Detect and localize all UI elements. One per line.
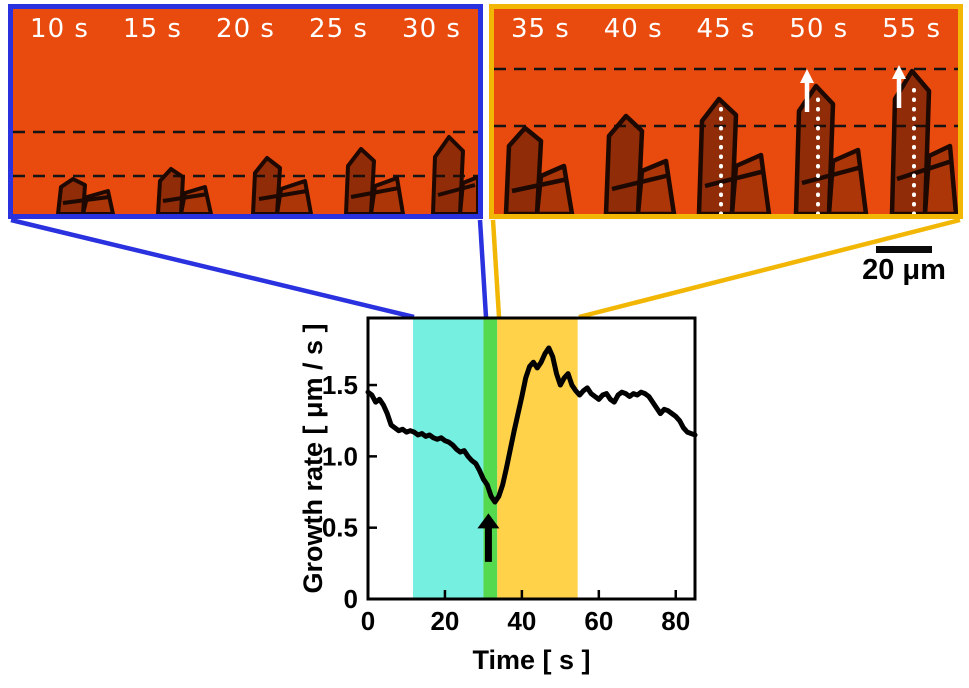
x-axis-title: Time [ s ]: [472, 645, 590, 675]
x-tick-label: 0: [361, 606, 375, 636]
crystal-silhouette-55s: [889, 68, 958, 214]
micrograph-graphics-right: [494, 65, 958, 214]
time-label: 40 s: [603, 14, 663, 44]
crystal-silhouette-20s: [251, 156, 313, 214]
y-axis-title: Growth rate [ μm / s ]: [300, 323, 328, 593]
y-tick-label: 0.5: [322, 513, 358, 543]
y-tick-label: 1.5: [322, 370, 358, 400]
time-label: 25 s: [309, 14, 368, 44]
crystal-silhouette-40s: [603, 113, 677, 214]
minimum-arrow-head: [477, 513, 500, 529]
x-tick-label: 80: [661, 606, 690, 636]
time-label: 30 s: [402, 14, 461, 44]
crystal-silhouette-10s: [56, 177, 115, 214]
yellow-connector-left: [490, 219, 502, 318]
scale-bar-label: 20 μm: [862, 254, 946, 286]
time-label: 55 s: [882, 14, 942, 44]
x-tick-label: 20: [430, 606, 459, 636]
growth-direction-arrow-50s: [800, 69, 814, 112]
growth-direction-arrow-55s: [892, 65, 906, 108]
scale-bar-line: [876, 246, 932, 253]
micrograph-graphics-left: [13, 130, 478, 214]
micrograph-panel-35-55s: 35 s 40 s 45 s 50 s 55 s: [489, 4, 963, 219]
crystal-silhouette-50s: [793, 83, 869, 214]
time-label: 20 s: [216, 14, 275, 44]
time-label: 45 s: [696, 14, 756, 44]
crystal-silhouette-35s: [503, 125, 575, 214]
x-tick-label: 60: [584, 606, 613, 636]
crystal-silhouette-30s: [431, 135, 478, 214]
y-tick-label: 0: [344, 584, 358, 614]
time-label: 50 s: [789, 14, 849, 44]
crystal-silhouette-25s: [344, 147, 405, 214]
x-tick-label: 40: [507, 606, 536, 636]
micrograph-panel-10-30s: 10 s 15 s 20 s 25 s 30 s: [8, 4, 483, 219]
growth-rate-curve: [365, 345, 698, 505]
crystal-silhouette-15s: [156, 167, 213, 214]
scale-bar: 20 μm: [860, 246, 948, 287]
crystal-silhouette-45s: [696, 96, 772, 214]
time-label: 15 s: [123, 14, 182, 44]
time-label: 35 s: [510, 14, 570, 44]
growth-rate-chart: 0 20 40 60 80 0 0.5 1.0 1.5 Time [ s ] Growth rate…: [300, 316, 698, 675]
time-labels-row-right: 35 s 40 s 45 s 50 s 55 s: [494, 14, 958, 44]
time-label: 10 s: [30, 14, 89, 44]
y-tick-label: 1.0: [322, 441, 358, 471]
plot-frame: [366, 316, 697, 601]
time-labels-row-left: 10 s 15 s 20 s 25 s 30 s: [13, 14, 478, 44]
blue-connector-left: [10, 217, 415, 320]
blue-connector-right: [477, 219, 489, 318]
